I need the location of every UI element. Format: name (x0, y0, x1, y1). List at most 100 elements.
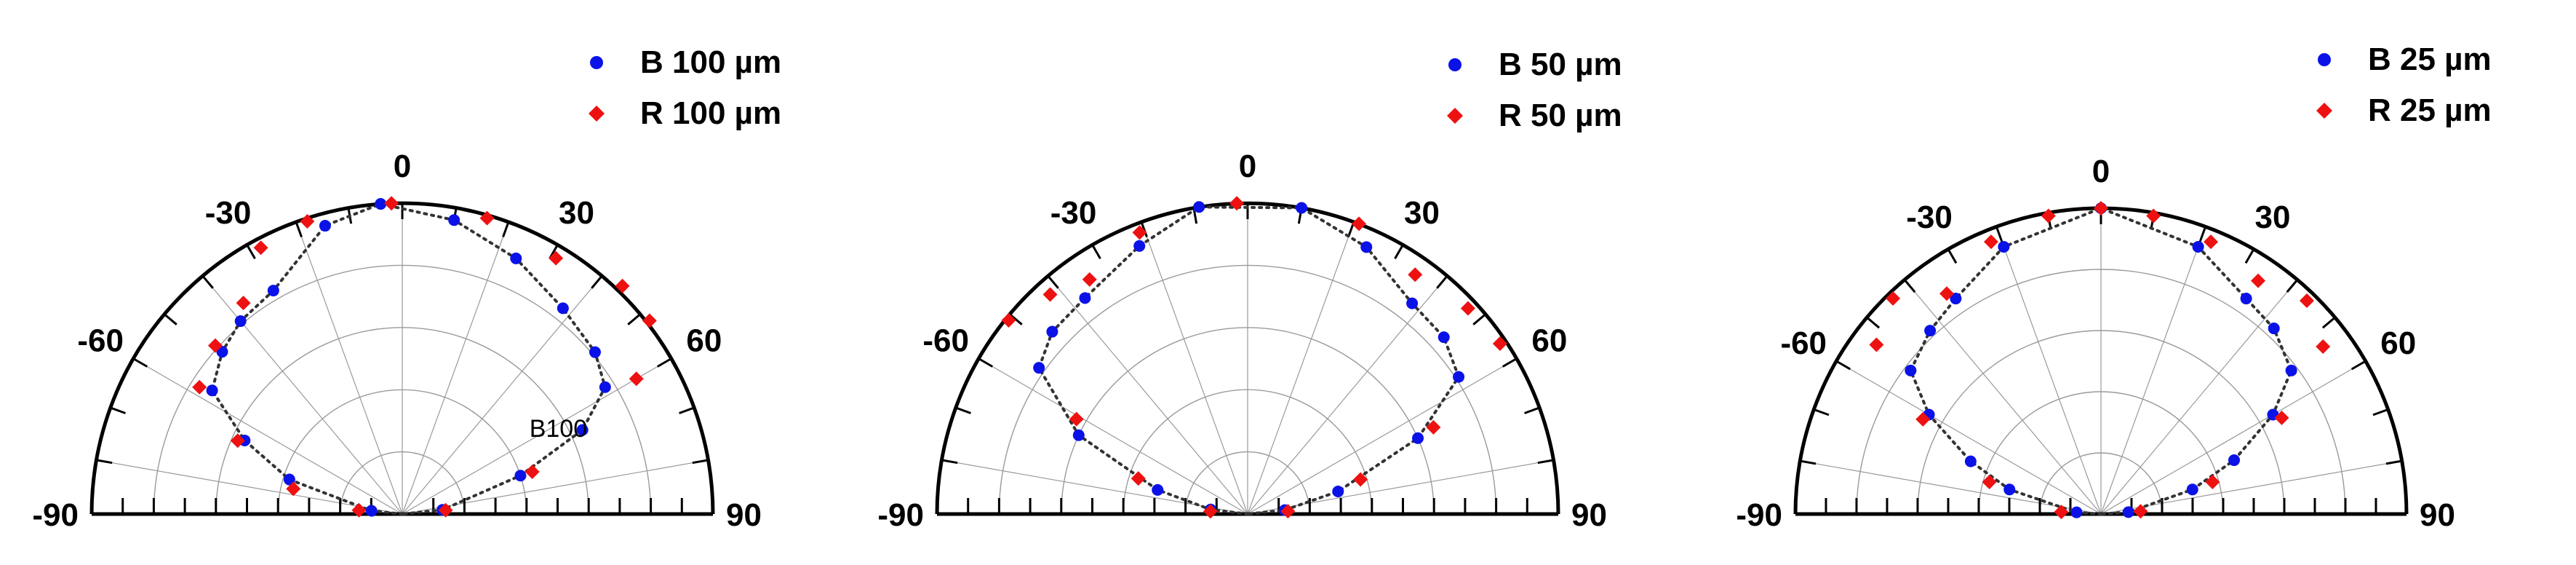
angle-tick-label: -90 (877, 497, 924, 533)
angle-tick-label: 30 (2255, 199, 2291, 235)
arc-tick (656, 357, 672, 368)
series-red (192, 196, 657, 518)
data-point (1950, 293, 1962, 305)
arc-tick (679, 406, 695, 414)
grid-spoke (1247, 221, 1355, 515)
arc-tick (96, 459, 113, 465)
angle-tick-label: -30 (205, 195, 252, 231)
angle-tick-label: -30 (1050, 195, 1097, 231)
data-point (438, 502, 453, 518)
angle-tick-label: 0 (2092, 154, 2110, 189)
legend: B 50 µm R 50 µm (1447, 47, 1622, 133)
data-point (1079, 292, 1091, 304)
grid-spoke (1247, 275, 1448, 515)
data-point (1983, 234, 1998, 250)
arc-tick (1140, 221, 1148, 237)
arc-tick (1502, 357, 1518, 368)
data-point (2228, 454, 2241, 467)
data-point (2251, 273, 2266, 288)
data-point (2146, 208, 2161, 224)
data-point (1886, 291, 1901, 306)
angle-tick-label: 0 (1239, 149, 1256, 184)
series-blue (206, 198, 611, 517)
series-blue (1905, 202, 2297, 518)
arc-tick (202, 274, 214, 289)
grid-spoke (202, 275, 403, 515)
data-point (525, 464, 540, 479)
data-point (1453, 371, 1465, 383)
arc-tick (2198, 226, 2207, 242)
data-point (207, 338, 223, 353)
data-point (2133, 504, 2148, 519)
grid-spoke (96, 459, 403, 515)
arc-tick (1813, 408, 1830, 416)
data-point (319, 220, 331, 232)
arc-tick (1800, 459, 1817, 465)
data-point (236, 296, 251, 311)
data-point (1193, 201, 1205, 213)
legend-marker (2316, 103, 2332, 119)
data-point (2268, 323, 2280, 335)
arc-tick (1008, 313, 1023, 325)
data-point (2192, 240, 2204, 253)
legend-marker (1448, 58, 1462, 71)
angle-tick-label: 0 (394, 149, 411, 184)
grid-spoke (1247, 357, 1518, 515)
arc-tick (502, 221, 510, 237)
grid-spoke (1835, 360, 2102, 515)
legend-marker (1447, 108, 1463, 124)
data-point (2205, 475, 2220, 490)
data-point (234, 315, 247, 328)
data-point (599, 381, 611, 393)
data-point (1152, 483, 1164, 496)
grid-spoke (1995, 226, 2102, 515)
arc-tick (2385, 459, 2402, 465)
data-point (1412, 432, 1424, 444)
data-point (1046, 325, 1058, 338)
arc-tick (163, 313, 178, 325)
data-point (1001, 312, 1016, 328)
angle-tick-label: 60 (2380, 325, 2416, 361)
data-point (1408, 267, 1423, 282)
angle-tick-label: -60 (77, 323, 124, 359)
polar-grid (96, 203, 709, 515)
data-point (1353, 472, 1368, 487)
data-point (1905, 364, 1917, 376)
data-point (2204, 234, 2219, 250)
data-point (1406, 297, 1419, 309)
angle-tick-label: 90 (2420, 497, 2455, 533)
data-point (1982, 475, 1997, 490)
grid-spoke (402, 275, 602, 515)
arc-tick (978, 357, 994, 368)
grid-spoke (402, 357, 672, 515)
data-point (283, 473, 295, 486)
data-point (1069, 411, 1084, 427)
data-point (576, 424, 589, 436)
data-point (1869, 337, 1884, 352)
arc-tick (1436, 274, 1448, 289)
data-point (375, 198, 387, 210)
polar-panel-50um: -90 -60 -30 0 30 60 90 B 50 µm R 50 µm (877, 47, 1622, 533)
arc-tick (955, 406, 971, 414)
data-point (384, 196, 399, 211)
grid-spoke (2100, 279, 2298, 515)
arc-tick (1047, 274, 1059, 289)
polar-panel-25um: -90 -60 -30 0 30 60 90 B 25 µm R 25 µm (1736, 42, 2491, 533)
arc-tick (2372, 408, 2389, 416)
data-point (615, 278, 630, 293)
angle-tick-label: -90 (1736, 497, 1782, 533)
data-point (1042, 287, 1058, 302)
arc-tick (1947, 248, 1958, 264)
data-point (629, 371, 644, 387)
data-point (549, 250, 564, 266)
angle-tick-label: -60 (1780, 325, 1827, 361)
data-point (1332, 486, 1344, 498)
data-point (1280, 504, 1296, 519)
data-point (2300, 293, 2315, 308)
arc-tick (1537, 459, 1554, 465)
data-point (230, 433, 245, 449)
grid-spoke (1141, 221, 1248, 515)
legend-label: R 100 µm (640, 95, 781, 131)
data-point (1998, 240, 2010, 253)
arc-tick (1866, 316, 1881, 329)
